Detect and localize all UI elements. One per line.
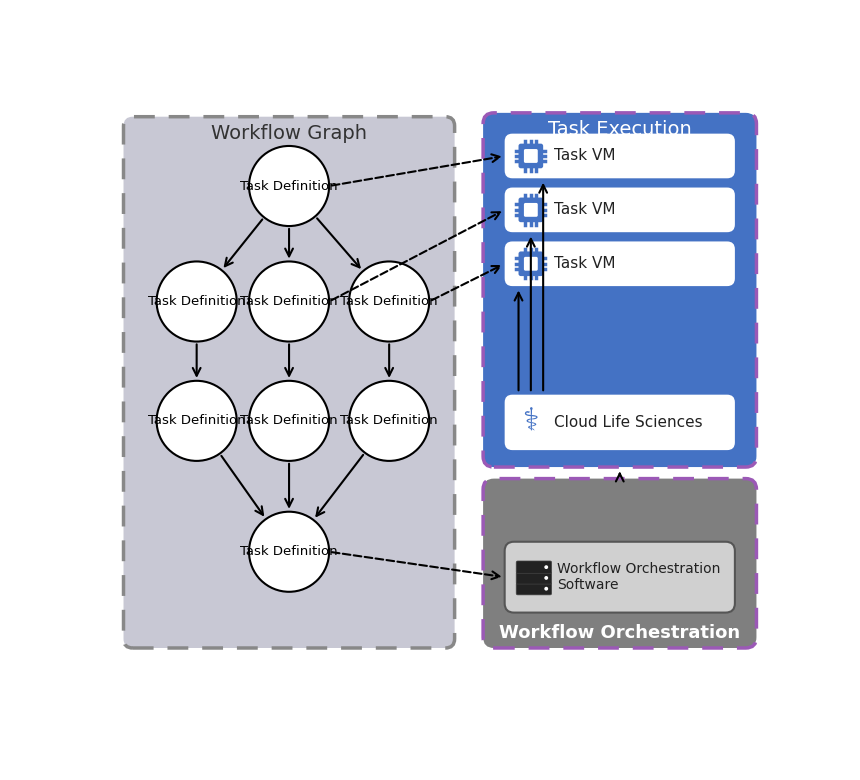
Text: Task Definition: Task Definition	[240, 295, 338, 308]
FancyBboxPatch shape	[524, 203, 538, 217]
FancyBboxPatch shape	[519, 251, 544, 276]
Circle shape	[544, 587, 548, 590]
FancyBboxPatch shape	[483, 479, 757, 648]
FancyBboxPatch shape	[519, 197, 544, 222]
Text: Task Definition: Task Definition	[148, 295, 245, 308]
Circle shape	[249, 381, 329, 461]
Text: Task Definition: Task Definition	[148, 414, 245, 427]
Circle shape	[349, 381, 429, 461]
Circle shape	[157, 381, 236, 461]
Text: Task VM: Task VM	[554, 202, 616, 218]
FancyBboxPatch shape	[524, 149, 538, 163]
Text: Task Definition: Task Definition	[240, 179, 338, 193]
FancyBboxPatch shape	[505, 133, 735, 179]
FancyBboxPatch shape	[519, 144, 544, 168]
Text: Cloud Life Sciences: Cloud Life Sciences	[554, 415, 703, 430]
Circle shape	[249, 261, 329, 342]
FancyBboxPatch shape	[505, 242, 735, 286]
Text: Task Definition: Task Definition	[240, 545, 338, 558]
Text: Task Definition: Task Definition	[341, 414, 438, 427]
Text: Task VM: Task VM	[554, 148, 616, 164]
Text: Task VM: Task VM	[554, 257, 616, 271]
Text: Workflow Orchestration
Software: Workflow Orchestration Software	[557, 562, 721, 592]
Circle shape	[349, 261, 429, 342]
FancyBboxPatch shape	[516, 561, 551, 573]
FancyBboxPatch shape	[516, 572, 551, 584]
FancyBboxPatch shape	[524, 257, 538, 271]
Text: Task Definition: Task Definition	[341, 295, 438, 308]
Circle shape	[249, 146, 329, 226]
Text: Workflow Orchestration: Workflow Orchestration	[499, 623, 740, 642]
FancyBboxPatch shape	[124, 117, 455, 648]
Circle shape	[249, 512, 329, 592]
FancyBboxPatch shape	[505, 187, 735, 232]
Text: Task Definition: Task Definition	[240, 414, 338, 427]
Circle shape	[157, 261, 236, 342]
FancyBboxPatch shape	[505, 395, 735, 450]
FancyBboxPatch shape	[483, 113, 757, 467]
FancyBboxPatch shape	[516, 583, 551, 595]
Circle shape	[544, 576, 548, 580]
Text: ⚕: ⚕	[523, 408, 539, 437]
Text: Workflow Graph: Workflow Graph	[211, 124, 367, 144]
Circle shape	[544, 566, 548, 569]
FancyBboxPatch shape	[505, 542, 735, 612]
Text: Task Execution: Task Execution	[548, 120, 691, 140]
